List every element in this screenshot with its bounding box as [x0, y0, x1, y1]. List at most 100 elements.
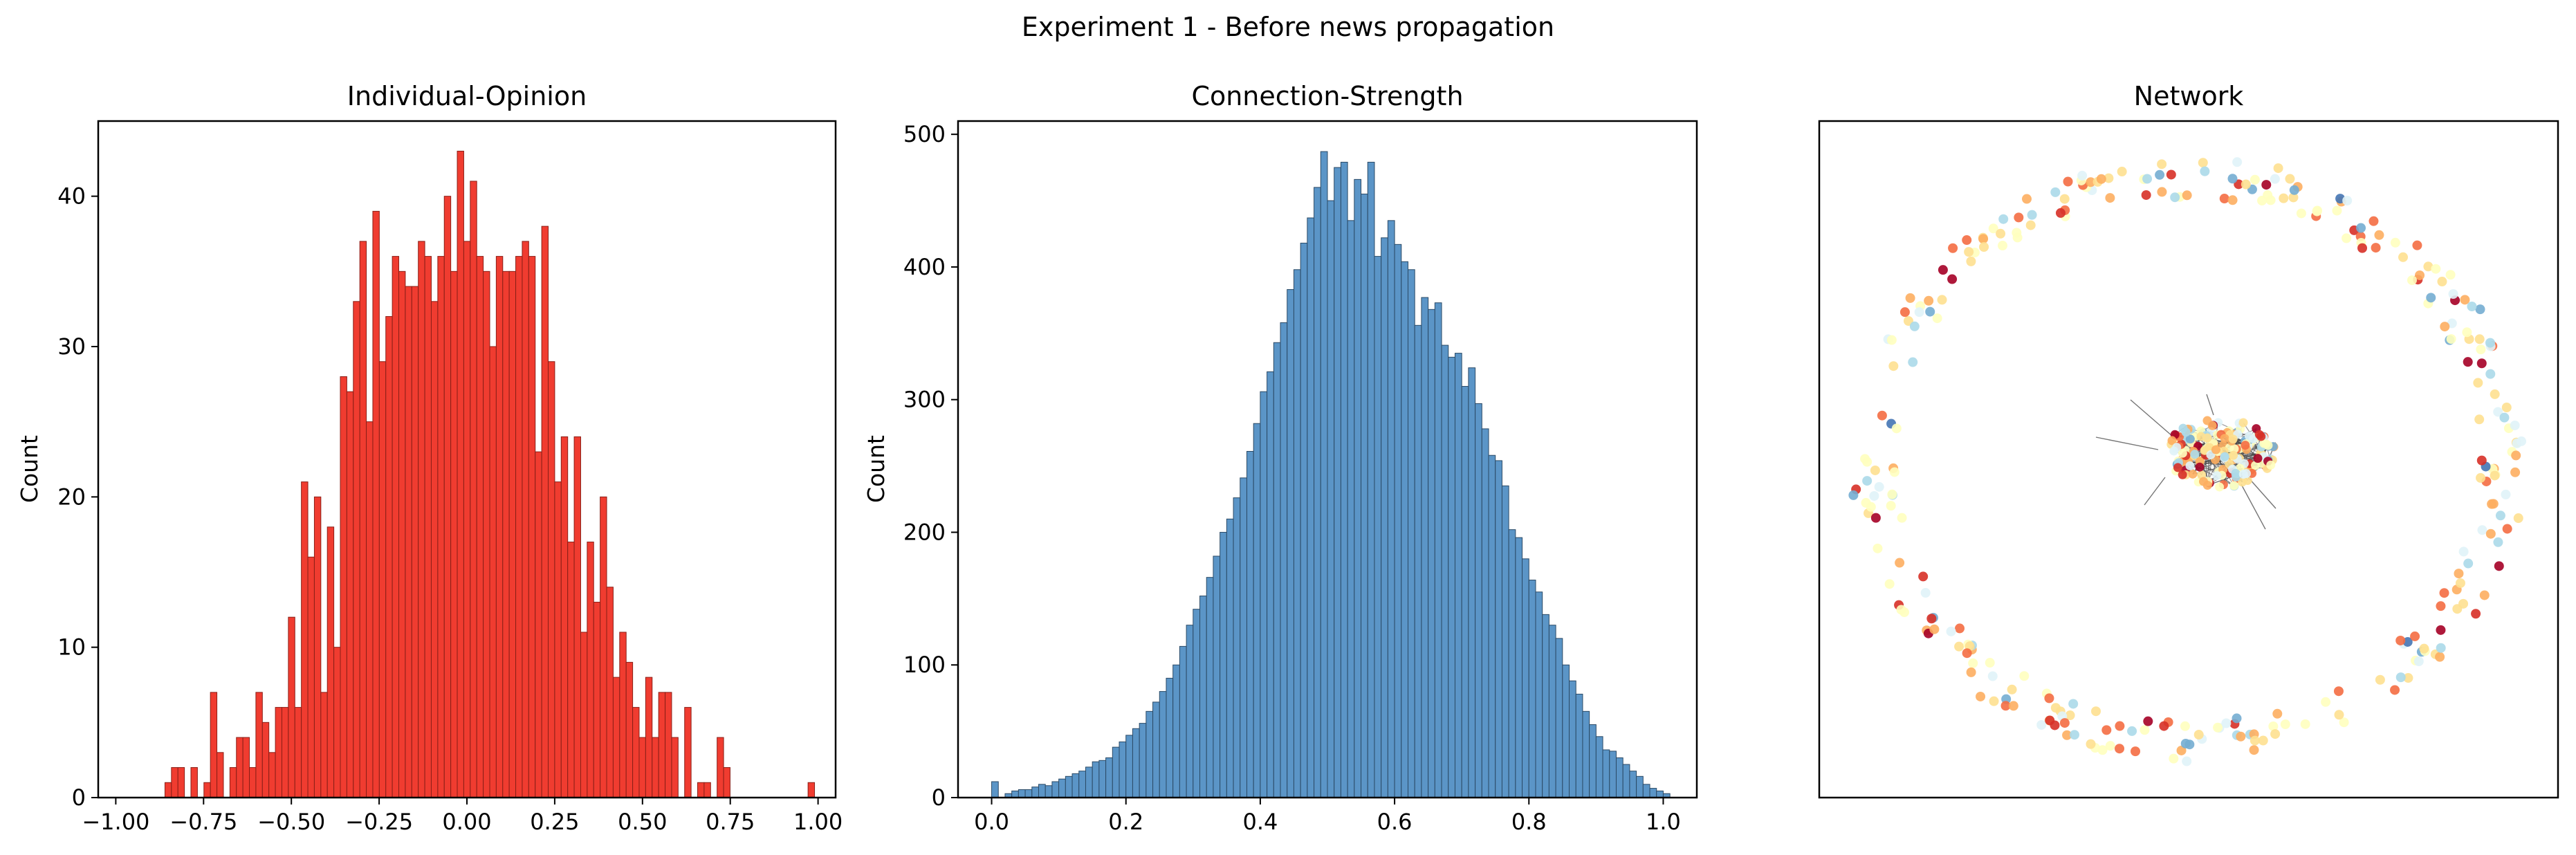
histogram-bar: [359, 241, 367, 798]
network-node: [1914, 307, 1924, 318]
x-tick-label: 0.25: [530, 809, 579, 835]
histogram-bar: [392, 256, 400, 798]
histogram-bar: [1441, 344, 1449, 798]
network-node: [1947, 274, 1958, 284]
network-node: [2407, 275, 2417, 286]
network-node: [2241, 179, 2251, 190]
histogram-bar: [1374, 256, 1382, 798]
network-node: [1884, 579, 1895, 589]
network-node: [2446, 334, 2456, 344]
network-node: [2008, 701, 2018, 711]
histogram-bar: [1535, 591, 1543, 798]
network-edge: [2130, 399, 2173, 436]
network-node: [2490, 389, 2500, 399]
network-node: [2268, 721, 2279, 731]
histogram-bar: [366, 421, 374, 798]
histogram-bar: [1408, 269, 1415, 798]
histogram-bar: [1166, 677, 1174, 798]
network-node: [2050, 703, 2061, 713]
network-node: [2063, 176, 2073, 187]
histogram-bar: [684, 707, 692, 798]
network-node: [2279, 193, 2289, 203]
network-node: [2181, 428, 2191, 437]
histogram-bar: [177, 767, 185, 798]
histogram-bar: [502, 270, 510, 798]
network-node: [1954, 641, 1965, 652]
network-node: [2334, 710, 2344, 720]
histogram-bar: [573, 436, 581, 798]
network-node: [2356, 223, 2366, 233]
histogram-bar: [1058, 778, 1066, 798]
network-node: [2266, 460, 2276, 470]
histogram-bar: [1307, 217, 1315, 798]
network-node: [2141, 190, 2151, 200]
histogram-bar: [288, 616, 295, 798]
histogram-bar: [1569, 680, 1576, 798]
histogram-bar: [1119, 741, 1127, 798]
histogram-bar: [1582, 710, 1590, 798]
histogram-bar: [378, 361, 387, 798]
network-node: [2476, 472, 2486, 483]
histogram-bar: [1159, 691, 1167, 798]
network-node: [2395, 672, 2406, 683]
network-node: [1889, 467, 1899, 477]
network-node: [2065, 710, 2075, 721]
histogram-bar: [1454, 353, 1462, 798]
histogram-bar: [301, 481, 309, 798]
histogram-bar: [1233, 497, 1241, 798]
histogram-bar: [255, 692, 263, 798]
network-node: [2475, 304, 2485, 315]
histogram-bar: [671, 737, 679, 798]
network-node: [2476, 455, 2487, 466]
network-node: [2458, 546, 2469, 557]
network-node: [2232, 157, 2243, 167]
histogram-bar: [991, 781, 999, 798]
network-node: [2251, 461, 2261, 470]
histogram-bar: [1273, 342, 1281, 798]
histogram-bar: [405, 286, 412, 798]
network-node: [2342, 233, 2352, 243]
network-node: [2476, 344, 2486, 355]
histogram-bar: [1414, 324, 1422, 798]
network-node: [2220, 434, 2229, 443]
network-node: [1886, 335, 1897, 345]
histogram-bar: [495, 256, 504, 798]
connection-histogram-bars: [991, 151, 1671, 798]
histogram-bar: [1515, 537, 1523, 798]
histogram-bar: [1105, 757, 1113, 798]
network-node: [2371, 243, 2381, 253]
network-node: [2115, 744, 2125, 754]
network-node: [2403, 673, 2413, 683]
histogram-bar: [1475, 403, 1482, 798]
histogram-bar: [489, 346, 497, 798]
network-edge: [2241, 484, 2266, 530]
network-node: [2390, 685, 2400, 695]
x-tick-label: 0.00: [442, 809, 491, 835]
network-node: [2178, 448, 2187, 458]
network-node: [2510, 420, 2520, 430]
network-node: [2069, 730, 2079, 740]
network-node: [2259, 439, 2269, 448]
histogram-bar: [1085, 766, 1093, 798]
histogram-bar: [275, 707, 282, 798]
network-node: [1870, 513, 1881, 523]
histogram-bar: [418, 241, 425, 798]
histogram-bar: [567, 542, 575, 798]
network-node: [2273, 163, 2283, 174]
network-node: [2036, 719, 2047, 730]
histogram-bar: [1421, 297, 1429, 798]
network-node: [2280, 719, 2290, 730]
x-tick-label: −0.25: [345, 809, 413, 835]
network-node: [2493, 407, 2503, 417]
connection-histogram-axes-frame: [957, 120, 1698, 799]
histogram-bar: [1300, 242, 1308, 798]
network-node: [2012, 232, 2023, 243]
histogram-bar: [652, 737, 659, 798]
histogram-bar: [1575, 693, 1583, 798]
network-node: [1964, 247, 1974, 257]
histogram-bar: [1293, 269, 1301, 798]
histogram-bar: [261, 721, 270, 798]
histogram-bar: [333, 647, 341, 798]
histogram-bar: [580, 632, 588, 798]
